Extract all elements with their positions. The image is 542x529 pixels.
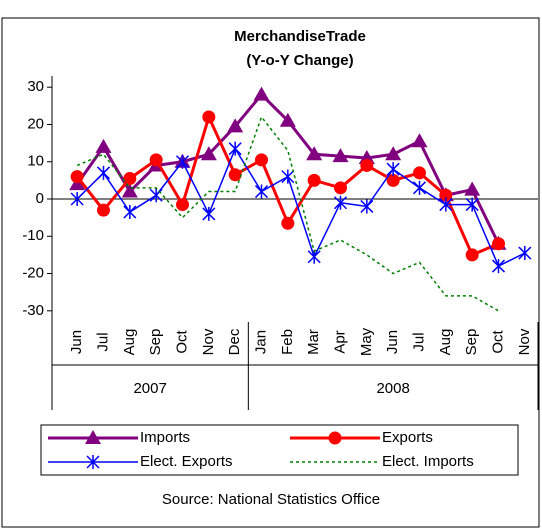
marker	[386, 173, 400, 187]
x-tick-label: Jan	[252, 330, 269, 354]
group-label: 2007	[133, 380, 166, 397]
y-tick-label: 20	[27, 115, 44, 132]
marker	[518, 246, 532, 261]
x-tick-label: Nov	[200, 328, 217, 355]
x-tick-label: Jun	[384, 330, 401, 354]
x-tick-label: Oct	[489, 330, 506, 354]
series-line	[75, 112, 500, 257]
marker	[385, 146, 402, 161]
marker	[200, 146, 217, 161]
marker	[465, 197, 479, 212]
marker	[175, 154, 190, 169]
marker	[281, 216, 295, 230]
series-line	[76, 147, 526, 268]
x-tick-label: Jul	[410, 332, 427, 351]
y-tick-label: -20	[22, 265, 44, 282]
x-tick-label: Sep	[147, 329, 164, 356]
x-tick-label: Aug	[121, 329, 138, 356]
marker	[253, 86, 270, 101]
y-tick-label: -10	[22, 227, 44, 244]
legend-label: Elect. Imports	[382, 453, 474, 470]
chart-title: MerchandiseTrade	[234, 28, 366, 45]
x-tick-label: Sep	[463, 329, 480, 356]
marker	[149, 188, 163, 203]
x-tick-label: Jun	[68, 330, 85, 354]
marker	[491, 259, 506, 274]
legend-box	[40, 424, 519, 476]
marker	[439, 188, 453, 202]
marker	[97, 203, 110, 217]
x-tick-label: Jul	[94, 332, 111, 351]
marker	[202, 206, 216, 221]
marker	[123, 172, 137, 185]
x-tick-label: Nov	[516, 328, 533, 355]
x-tick-label: May	[358, 327, 375, 356]
marker	[96, 165, 111, 180]
x-tick-label: Mar	[305, 329, 322, 355]
marker	[70, 170, 84, 184]
marker	[202, 110, 216, 124]
marker	[360, 199, 374, 214]
marker	[70, 192, 84, 206]
marker	[413, 166, 426, 180]
x-tick-label: Aug	[437, 329, 454, 356]
legend-label: Exports	[382, 429, 433, 446]
y-tick-label: 0	[36, 190, 44, 207]
y-tick-label: -30	[22, 302, 44, 319]
chart-subtitle: (Y-o-Y Change)	[246, 52, 353, 69]
x-tick-label: Apr	[331, 330, 348, 353]
marker	[411, 133, 428, 148]
marker	[281, 169, 295, 184]
x-tick-label: Feb	[279, 329, 296, 355]
marker	[255, 153, 268, 167]
x-tick-label: Dec	[226, 328, 243, 355]
marker	[228, 168, 242, 182]
marker	[307, 173, 321, 187]
marker	[333, 195, 348, 210]
marker	[306, 146, 323, 161]
marker	[307, 249, 321, 264]
group-label: 2008	[376, 380, 409, 397]
marker	[386, 162, 400, 177]
legend-marker	[328, 431, 342, 445]
marker	[464, 181, 481, 196]
y-tick-label: 30	[27, 78, 44, 95]
legend-label: Elect. Exports	[140, 453, 233, 470]
x-tick-label: Oct	[173, 330, 190, 354]
marker	[439, 197, 453, 212]
marker	[412, 180, 427, 195]
marker	[121, 183, 138, 198]
marker	[492, 237, 505, 251]
marker	[360, 158, 374, 172]
y-tick-label: 10	[27, 153, 44, 170]
legend-marker	[86, 455, 100, 469]
series-line	[76, 115, 499, 312]
marker	[228, 141, 242, 156]
marker	[95, 138, 112, 153]
marker	[227, 118, 244, 133]
marker	[149, 153, 163, 167]
marker	[332, 148, 349, 163]
marker	[176, 198, 189, 212]
frame	[1, 17, 540, 528]
marker	[465, 248, 479, 262]
marker	[123, 205, 137, 220]
marker	[279, 112, 296, 127]
marker	[254, 184, 269, 199]
legend-label: Imports	[140, 429, 190, 446]
marker	[334, 181, 347, 195]
legend-marker	[85, 430, 101, 444]
source: Source: National Statistics Office	[162, 491, 380, 508]
